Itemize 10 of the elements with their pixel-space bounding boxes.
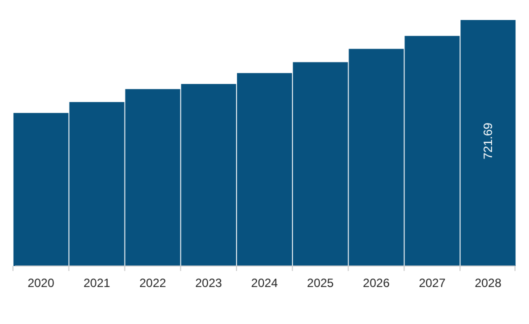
x-tick-label: 2021: [83, 276, 111, 290]
x-tick-label: 2020: [28, 276, 55, 290]
data-label: 721.69: [481, 122, 496, 160]
x-tick-label: 2025: [307, 276, 334, 290]
x-tick-label: 2022: [139, 276, 166, 290]
x-tick-label: 2024: [251, 276, 278, 290]
x-tick-label: 2028: [474, 276, 502, 290]
x-tick-label: 2026: [362, 276, 390, 290]
x-tick-label: 2023: [195, 276, 222, 290]
x-tick-label: 2027: [418, 276, 446, 290]
